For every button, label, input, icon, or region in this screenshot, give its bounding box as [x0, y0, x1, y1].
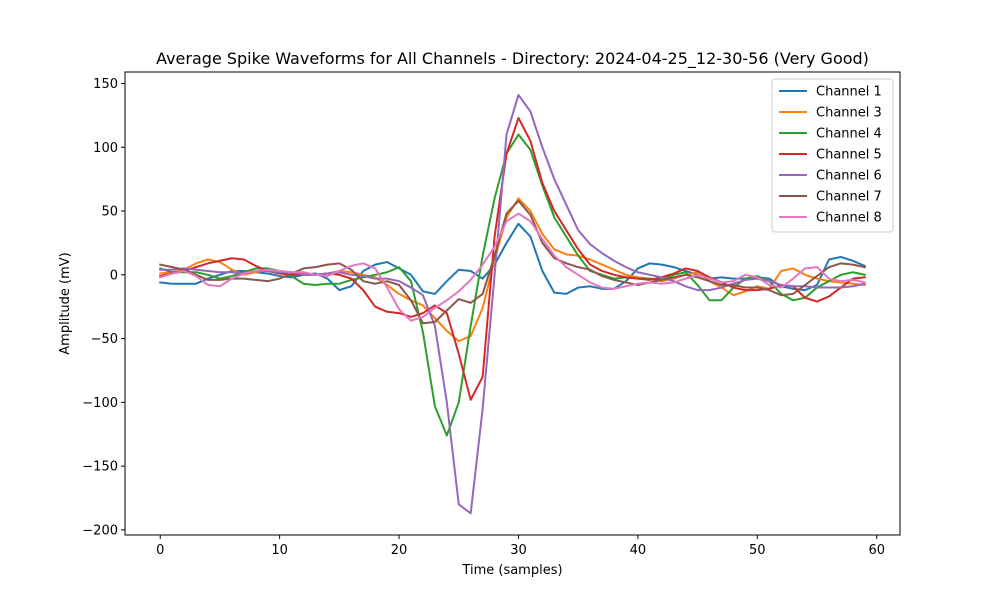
x-tick-label: 30 [510, 543, 527, 558]
y-tick-label: 50 [101, 205, 118, 220]
plot-background [125, 72, 900, 535]
x-tick-label: 40 [630, 543, 647, 558]
y-tick-label: 0 [110, 268, 118, 283]
series-line-channel-5 [159, 116, 866, 401]
x-tick-label: 20 [391, 543, 408, 558]
plot-frame [124, 71, 901, 536]
legend-box [771, 78, 894, 233]
legend: Channel 1 Channel 3 Channel 4 Channel 5 Chan… [771, 78, 894, 233]
legend-label-channel-8: Channel 8 [816, 211, 882, 226]
x-tick-label: 0 [156, 543, 164, 558]
legend-label-channel-7: Channel 7 [816, 190, 882, 205]
y-axis-label: Amplitude (mV) [58, 252, 73, 354]
legend-label-channel-5: Channel 5 [816, 148, 882, 163]
y-tick-label: 100 [93, 141, 118, 156]
legend-label-channel-6: Channel 6 [816, 169, 882, 184]
y-tick-label: −100 [82, 396, 118, 411]
legend-label-channel-4: Channel 4 [816, 127, 882, 142]
y-axis: −200 −150 −100 −50 0 50 100 150 [82, 77, 125, 538]
y-tick-label: 150 [93, 77, 118, 92]
x-tick-label: 10 [271, 543, 288, 558]
legend-label-channel-1: Channel 1 [816, 85, 882, 100]
series-layer [158, 93, 867, 515]
x-axis-label: Time (samples) [461, 563, 562, 578]
x-axis: 0 10 20 30 40 50 60 [156, 535, 885, 558]
chart-title: Average Spike Waveforms for All Channels… [156, 49, 869, 69]
plot-area [124, 71, 901, 536]
x-tick-label: 50 [749, 543, 766, 558]
series-line-channel-7 [159, 199, 866, 325]
y-tick-label: −200 [82, 523, 118, 538]
x-tick-label: 60 [868, 543, 885, 558]
y-tick-label: −50 [91, 332, 118, 347]
legend-label-channel-3: Channel 3 [816, 106, 882, 121]
series-line-channel-8 [158, 212, 866, 322]
series-line-channel-6 [159, 93, 866, 515]
y-tick-label: −150 [82, 460, 118, 475]
